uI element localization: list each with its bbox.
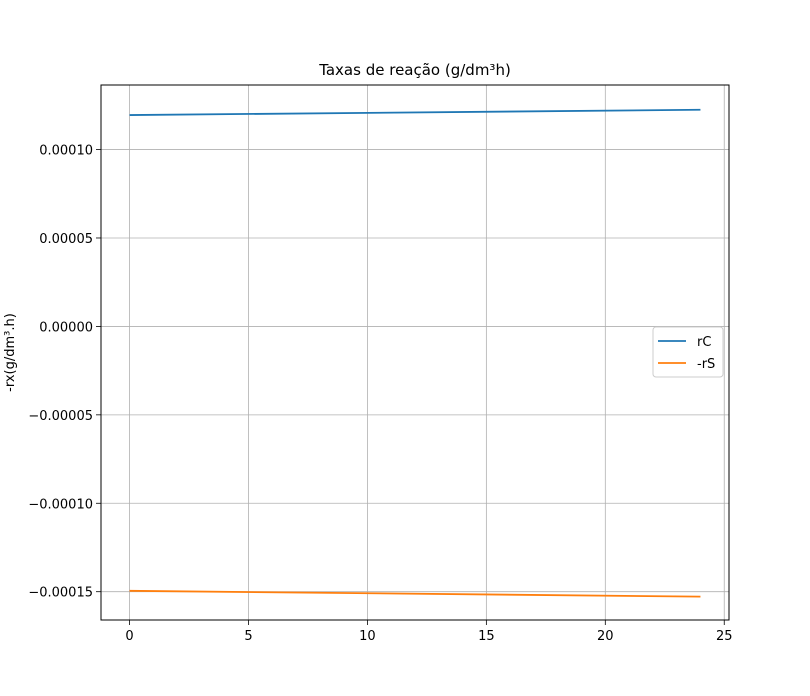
y-tick-label: 0.00005 bbox=[39, 232, 93, 247]
series-line-rs bbox=[129, 589, 701, 598]
plot-frame bbox=[100, 84, 730, 621]
legend-label: -rS bbox=[697, 357, 715, 372]
x-tick-label: 0 bbox=[125, 629, 133, 644]
chart-title: Taxas de reação (g/dm³h) bbox=[318, 61, 511, 79]
y-tick-label: −0.00005 bbox=[28, 409, 93, 424]
y-tick-label: 0.00000 bbox=[39, 320, 93, 335]
x-tick-label: 15 bbox=[478, 629, 495, 644]
x-tick-label: 5 bbox=[244, 629, 252, 644]
y-tick-label: −0.00015 bbox=[28, 586, 93, 601]
x-axis: 0 5 10 15 20 25 bbox=[125, 620, 733, 644]
y-tick-label: 0.00010 bbox=[39, 144, 93, 159]
x-tick-label: 10 bbox=[359, 629, 376, 644]
x-tick-label: 25 bbox=[716, 629, 733, 644]
y-axis: −0.00015 −0.00010 −0.00005 0.00000 0.00005 0.… bbox=[28, 144, 101, 601]
legend-box bbox=[652, 326, 724, 378]
y-tick-label: −0.00010 bbox=[28, 497, 93, 512]
y-axis-label: -rx(g/dm³.h) bbox=[3, 313, 18, 392]
series-group bbox=[129, 108, 701, 598]
series-line-rc bbox=[129, 108, 701, 116]
x-tick-label: 20 bbox=[597, 629, 614, 644]
grid bbox=[101, 85, 729, 620]
legend-label: rC bbox=[697, 335, 711, 350]
legend: rC -rS bbox=[652, 326, 724, 378]
